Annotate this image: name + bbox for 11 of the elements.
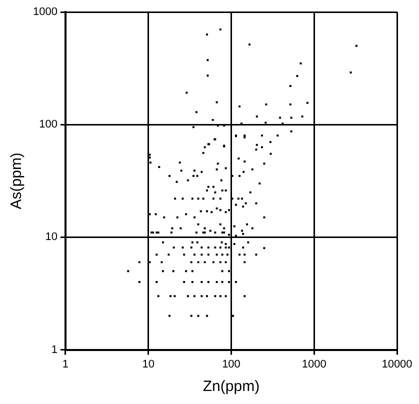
y-tick-label: 10 bbox=[45, 231, 58, 244]
x-tick-label: 10000 bbox=[382, 358, 412, 370]
y-axis-title: As(ppm) bbox=[8, 152, 26, 210]
x-tick-label: 10 bbox=[142, 358, 154, 370]
x-tick-label: 1000 bbox=[302, 358, 326, 370]
y-tick-label: 1 bbox=[51, 344, 58, 356]
x-tick-label: 1 bbox=[62, 358, 69, 370]
y-tick-label: 100 bbox=[39, 118, 58, 131]
y-tick-label: 1000 bbox=[32, 6, 58, 18]
x-axis-title: Zn(ppm) bbox=[202, 378, 260, 396]
x-tick-label: 100 bbox=[222, 358, 240, 370]
